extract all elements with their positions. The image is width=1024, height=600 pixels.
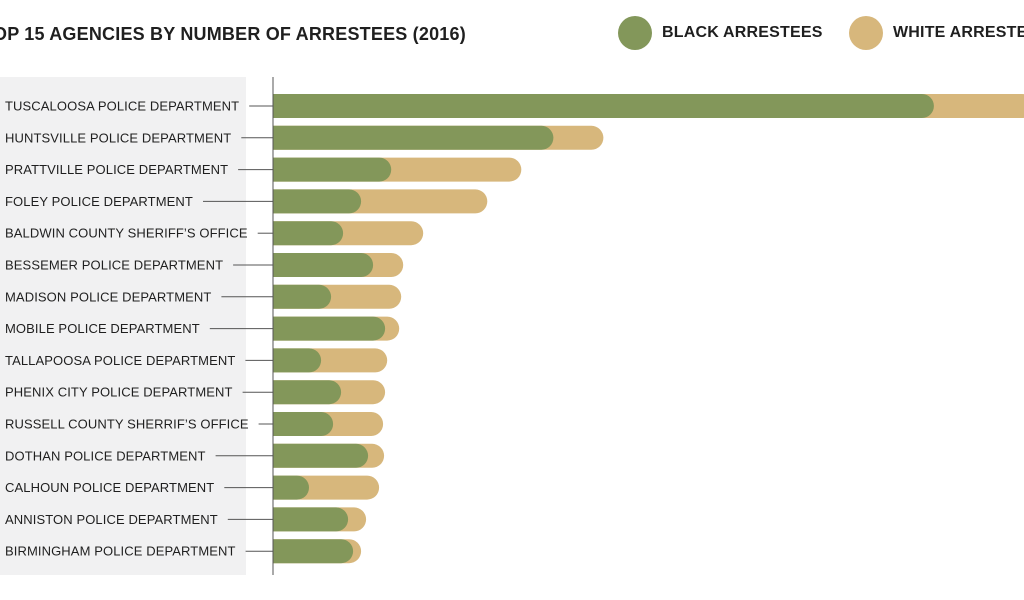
bar-black-arrestees [273, 284, 332, 309]
bar-black-arrestees [273, 316, 386, 341]
bar-black-arrestees [273, 221, 344, 246]
bars [273, 94, 1024, 564]
bar-black-arrestees [273, 125, 554, 150]
agency-label: CALHOUN POLICE DEPARTMENT [5, 480, 214, 495]
agency-label: TUSCALOOSA POLICE DEPARTMENT [5, 99, 239, 114]
bar-black-arrestees [273, 539, 354, 564]
bar-black-arrestees [273, 94, 934, 119]
agency-labels: TUSCALOOSA POLICE DEPARTMENT HUNTSVILLE P… [5, 99, 249, 559]
legend-label-white: WHITE ARRESTEES [893, 24, 1024, 41]
agency-label: MOBILE POLICE DEPARTMENT [5, 321, 200, 336]
bar-black-arrestees [273, 475, 309, 500]
agency-label: HUNTSVILLE POLICE DEPARTMENT [5, 130, 231, 145]
label-connectors [203, 105, 273, 552]
agency-label: TALLAPOOSA POLICE DEPARTMENT [5, 353, 235, 368]
legend-swatch-white [849, 16, 883, 50]
agency-label: BALDWIN COUNTY SHERIFF’S OFFICE [5, 226, 248, 241]
agency-label: PHENIX CITY POLICE DEPARTMENT [5, 385, 233, 400]
legend-item-black-arrestees: BLACK ARRESTEES [618, 16, 823, 50]
agency-label: BIRMINGHAM POLICE DEPARTMENT [5, 544, 236, 559]
legend-label-black: BLACK ARRESTEES [662, 24, 823, 41]
agency-label: MADISON POLICE DEPARTMENT [5, 289, 211, 304]
bar-black-arrestees [273, 507, 349, 532]
legend-swatch-black [618, 16, 652, 50]
agency-label: RUSSELL COUNTY SHERRIF’S OFFICE [5, 417, 249, 432]
bar-black-arrestees [273, 412, 334, 436]
agency-label: PRATTVILLE POLICE DEPARTMENT [5, 162, 228, 177]
bar-black-arrestees [273, 157, 392, 182]
bar-black-arrestees [273, 348, 322, 373]
bar-black-arrestees [273, 380, 342, 405]
label-panel [0, 77, 246, 575]
legend-item-white-arrestees: WHITE ARRESTEES [849, 16, 1024, 50]
chart-title: OP 15 AGENCIES BY NUMBER OF ARRESTEES (2… [0, 24, 466, 44]
bar-black-arrestees [273, 443, 369, 468]
agency-label: FOLEY POLICE DEPARTMENT [5, 194, 193, 209]
agency-label: ANNISTON POLICE DEPARTMENT [5, 512, 218, 527]
bar-black-arrestees [273, 189, 362, 214]
agency-label: DOTHAN POLICE DEPARTMENT [5, 448, 206, 463]
bar-black-arrestees [273, 253, 374, 277]
agency-label: BESSEMER POLICE DEPARTMENT [5, 258, 223, 273]
